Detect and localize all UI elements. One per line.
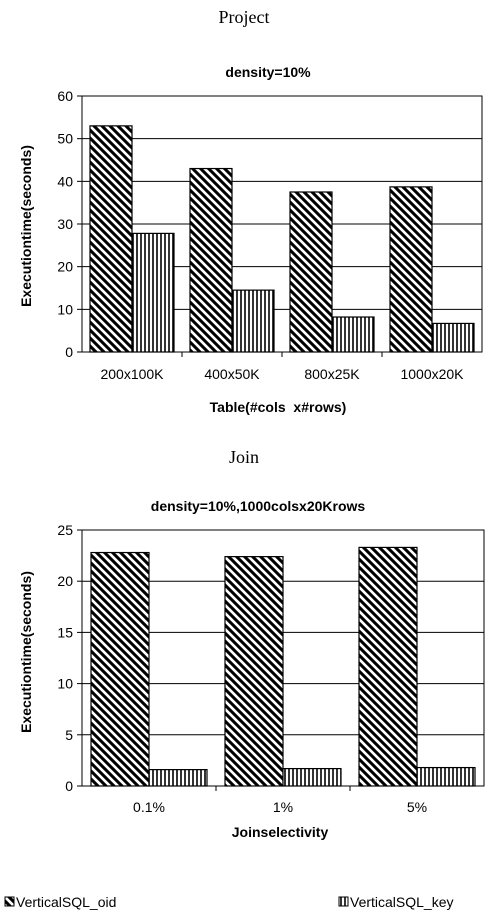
bar-oid	[289, 191, 333, 353]
x-tick-label: 0.1%	[133, 799, 165, 815]
bar-key	[282, 767, 342, 787]
x-axis-label: Table(#cols x#rows)	[210, 399, 347, 415]
bar-oid	[224, 556, 284, 787]
y-tick-label: 20	[57, 573, 73, 589]
chart-title: density=10%	[225, 64, 311, 80]
x-tick-label: 1000x20K	[400, 366, 464, 382]
y-axis-label: Executiontime(seconds)	[18, 145, 34, 307]
bar-oid	[189, 167, 233, 353]
project-chart: density=10% Executiontime(seconds) Table…	[18, 64, 483, 415]
y-tick-label: 30	[57, 216, 73, 232]
x-tick-label: 5%	[407, 799, 427, 815]
join-chart: density=10%,1000colsx20Krows Executionti…	[18, 498, 485, 840]
y-tick-label: 10	[57, 301, 73, 317]
legend-item-key: VerticalSQL_key	[338, 894, 454, 910]
y-tick-label: 20	[57, 259, 73, 275]
section-title-join: Join	[229, 447, 259, 467]
y-tick-label: 15	[57, 624, 73, 640]
legend-label-key: VerticalSQL_key	[350, 894, 454, 910]
legend-label-oid: VerticalSQL_oid	[16, 894, 116, 910]
section-title-project: Project	[219, 7, 270, 27]
bar-key	[148, 769, 208, 787]
legend-swatch-key	[338, 896, 349, 907]
bar-oid	[89, 125, 133, 353]
y-tick-label: 5	[65, 727, 73, 743]
x-tick-label: 800x25K	[304, 366, 360, 382]
y-axis-label-group: Executiontime(seconds)	[18, 145, 34, 307]
x-tick-label: 400x50K	[204, 366, 260, 382]
y-tick-label: 60	[57, 88, 73, 104]
x-tick-label: 200x100K	[100, 366, 164, 382]
bar-key	[431, 322, 475, 353]
legend: VerticalSQL_oid VerticalSQL_key	[4, 894, 454, 910]
bar-key	[231, 289, 275, 353]
bar-key	[331, 316, 375, 353]
x-tick-label: 1%	[273, 799, 293, 815]
legend-swatch-oid	[4, 896, 15, 907]
y-tick-label: 40	[57, 173, 73, 189]
y-tick-label: 25	[57, 522, 73, 538]
y-tick-label: 50	[57, 131, 73, 147]
y-axis-label: Executiontime(seconds)	[18, 571, 34, 733]
bar-oid	[358, 546, 418, 787]
bar-oid	[389, 186, 433, 353]
bar-oid	[90, 551, 150, 787]
y-tick-label: 10	[57, 676, 73, 692]
bar-key	[416, 766, 476, 787]
legend-item-oid: VerticalSQL_oid	[4, 894, 116, 910]
y-tick-label: 0	[65, 778, 73, 794]
x-axis-label: Joinselectivity	[232, 824, 329, 840]
y-tick-label: 0	[65, 344, 73, 360]
y-axis-label-group: Executiontime(seconds)	[18, 571, 34, 733]
chart-title: density=10%,1000colsx20Krows	[151, 498, 366, 514]
bar-key	[131, 232, 175, 353]
